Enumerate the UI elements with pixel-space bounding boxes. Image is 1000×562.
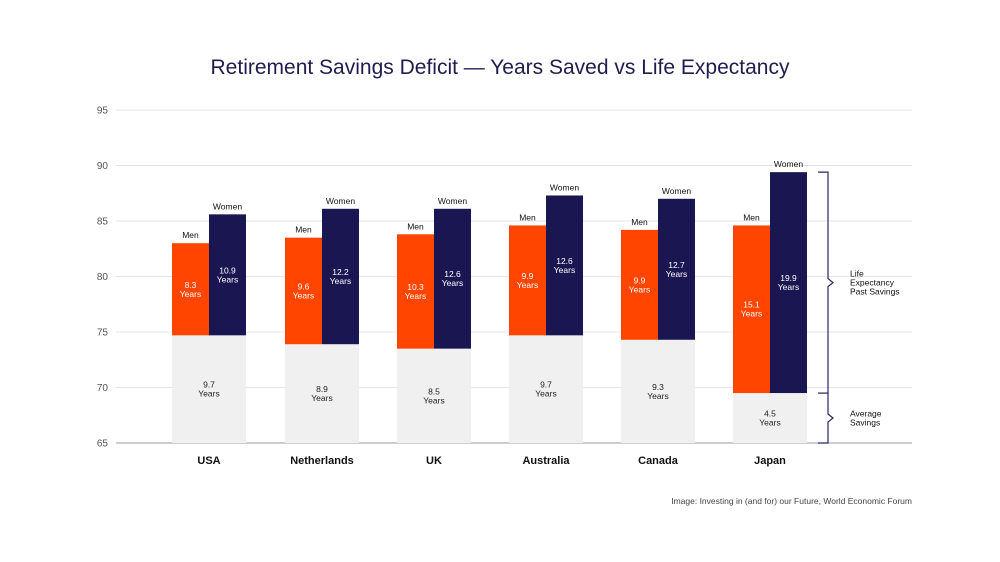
source-caption: Image: Investing in (and for) our Future… <box>671 496 912 506</box>
bar-group: 9.7 Years 8.3 Years Men 10.9 Years Women USA <box>172 201 246 467</box>
women-value-label: 19.9 Years <box>778 273 799 292</box>
bar-group: 9.3 Years 9.9 Years Men 12.7 Years Women Canada <box>621 186 695 467</box>
men-series-label: Men <box>631 217 648 227</box>
men-value-label: 15.1 Years <box>741 300 762 319</box>
women-series-label: Women <box>774 159 803 169</box>
men-value-label: 9.9 Years <box>629 275 650 294</box>
bars-group: 9.7 Years 8.3 Years Men 10.9 Years Women USA 8.9 Y… <box>172 159 807 467</box>
chart-title: Retirement Savings Deficit — Years Saved… <box>211 56 790 79</box>
women-bar <box>770 172 807 394</box>
women-bar <box>434 208 471 349</box>
savings-bar <box>733 393 807 443</box>
men-bar <box>733 225 770 394</box>
men-bar <box>621 229 658 340</box>
savings-value-label: 8.5 Years <box>423 386 444 405</box>
x-tick-label: Australia <box>522 455 570 467</box>
women-bar <box>209 214 246 336</box>
y-tick-label: 80 <box>97 272 109 283</box>
brackets-group: Life Expectancy Past Savings Average Savings <box>818 171 900 444</box>
men-bar <box>285 237 322 345</box>
y-tick-label: 75 <box>97 328 109 339</box>
bar-group: 8.9 Years 9.6 Years Men 12.2 Years Women Netherl… <box>285 196 359 467</box>
y-tick-label: 65 <box>97 439 109 450</box>
y-tick-label: 95 <box>97 106 109 117</box>
x-tick-label: Canada <box>638 455 679 467</box>
savings-value-label: 4.5 Years <box>759 409 780 428</box>
bar-group: 9.7 Years 9.9 Years Men 12.6 Years Women Austral… <box>509 182 583 467</box>
x-tick-label: USA <box>197 455 220 467</box>
bar-group: 8.5 Years 10.3 Years Men 12.6 Years Women UK <box>397 196 471 467</box>
savings-value-label: 9.7 Years <box>535 380 556 399</box>
women-bar <box>658 198 695 340</box>
x-tick-label: Japan <box>754 455 786 467</box>
bar-group: 4.5 Years 15.1 Years Men 19.9 Years Women Japan <box>733 159 807 467</box>
savings-bar <box>621 339 695 443</box>
women-series-label: Women <box>662 186 691 196</box>
women-value-label: 12.6 Years <box>554 256 575 275</box>
y-axis-ticks: 65 70 75 80 85 90 95 <box>97 106 109 450</box>
men-series-label: Men <box>519 212 536 222</box>
women-value-label: 12.7 Years <box>666 260 687 279</box>
y-tick-label: 70 <box>97 383 109 394</box>
men-value-label: 10.3 Years <box>405 282 426 301</box>
women-bar <box>546 195 583 336</box>
x-tick-label: UK <box>426 455 442 467</box>
x-tick-label: Netherlands <box>290 455 354 467</box>
life-expectancy-bracket <box>818 171 834 394</box>
women-bar <box>322 208 359 345</box>
life-expectancy-bracket-label: Life Expectancy Past Savings <box>850 269 900 297</box>
average-savings-bracket <box>818 392 834 444</box>
women-value-label: 12.6 Years <box>442 269 463 288</box>
women-value-label: 12.2 Years <box>330 267 351 286</box>
savings-bar <box>285 344 359 443</box>
savings-bar <box>172 335 246 443</box>
women-value-label: 10.9 Years <box>217 265 238 284</box>
men-series-label: Men <box>407 221 424 231</box>
y-tick-label: 90 <box>97 161 109 172</box>
women-series-label: Women <box>326 196 355 206</box>
women-series-label: Women <box>550 182 579 192</box>
average-savings-bracket-label: Average Savings <box>850 409 882 428</box>
women-series-label: Women <box>438 196 467 206</box>
savings-value-label: 9.3 Years <box>647 382 668 401</box>
men-series-label: Men <box>295 225 312 235</box>
men-series-label: Men <box>743 212 760 222</box>
savings-value-label: 8.9 Years <box>311 384 332 403</box>
savings-bar <box>397 348 471 443</box>
y-tick-label: 85 <box>97 217 109 228</box>
men-value-label: 9.6 Years <box>293 281 314 300</box>
men-series-label: Men <box>182 230 199 240</box>
men-value-label: 9.9 Years <box>517 271 538 290</box>
women-series-label: Women <box>213 201 242 211</box>
savings-bar <box>509 335 583 443</box>
men-bar <box>172 243 209 336</box>
savings-value-label: 9.7 Years <box>198 380 219 399</box>
men-bar <box>509 225 546 336</box>
men-value-label: 8.3 Years <box>180 280 201 299</box>
men-bar <box>397 234 434 349</box>
